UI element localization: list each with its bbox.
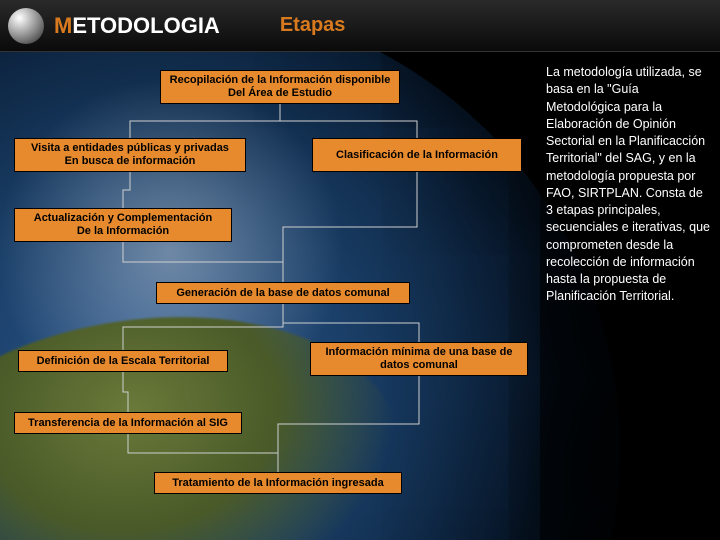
flowchart: Recopilación de la Información disponibl… [0, 52, 540, 540]
title-rest: ETODOLOGIA [72, 13, 220, 38]
title-accent: M [54, 13, 72, 38]
sphere-icon [8, 8, 44, 44]
page-subtitle: Etapas [280, 14, 346, 37]
content-area: Recopilación de la Información disponibl… [0, 52, 720, 540]
description-text: La metodología utilizada, se basa en la … [546, 64, 710, 306]
page-title: METODOLOGIA [54, 13, 220, 39]
header-bar: METODOLOGIA Etapas [0, 0, 720, 52]
description-sidebar: La metodología utilizada, se basa en la … [540, 52, 720, 540]
flowchart-connectors [0, 52, 540, 540]
